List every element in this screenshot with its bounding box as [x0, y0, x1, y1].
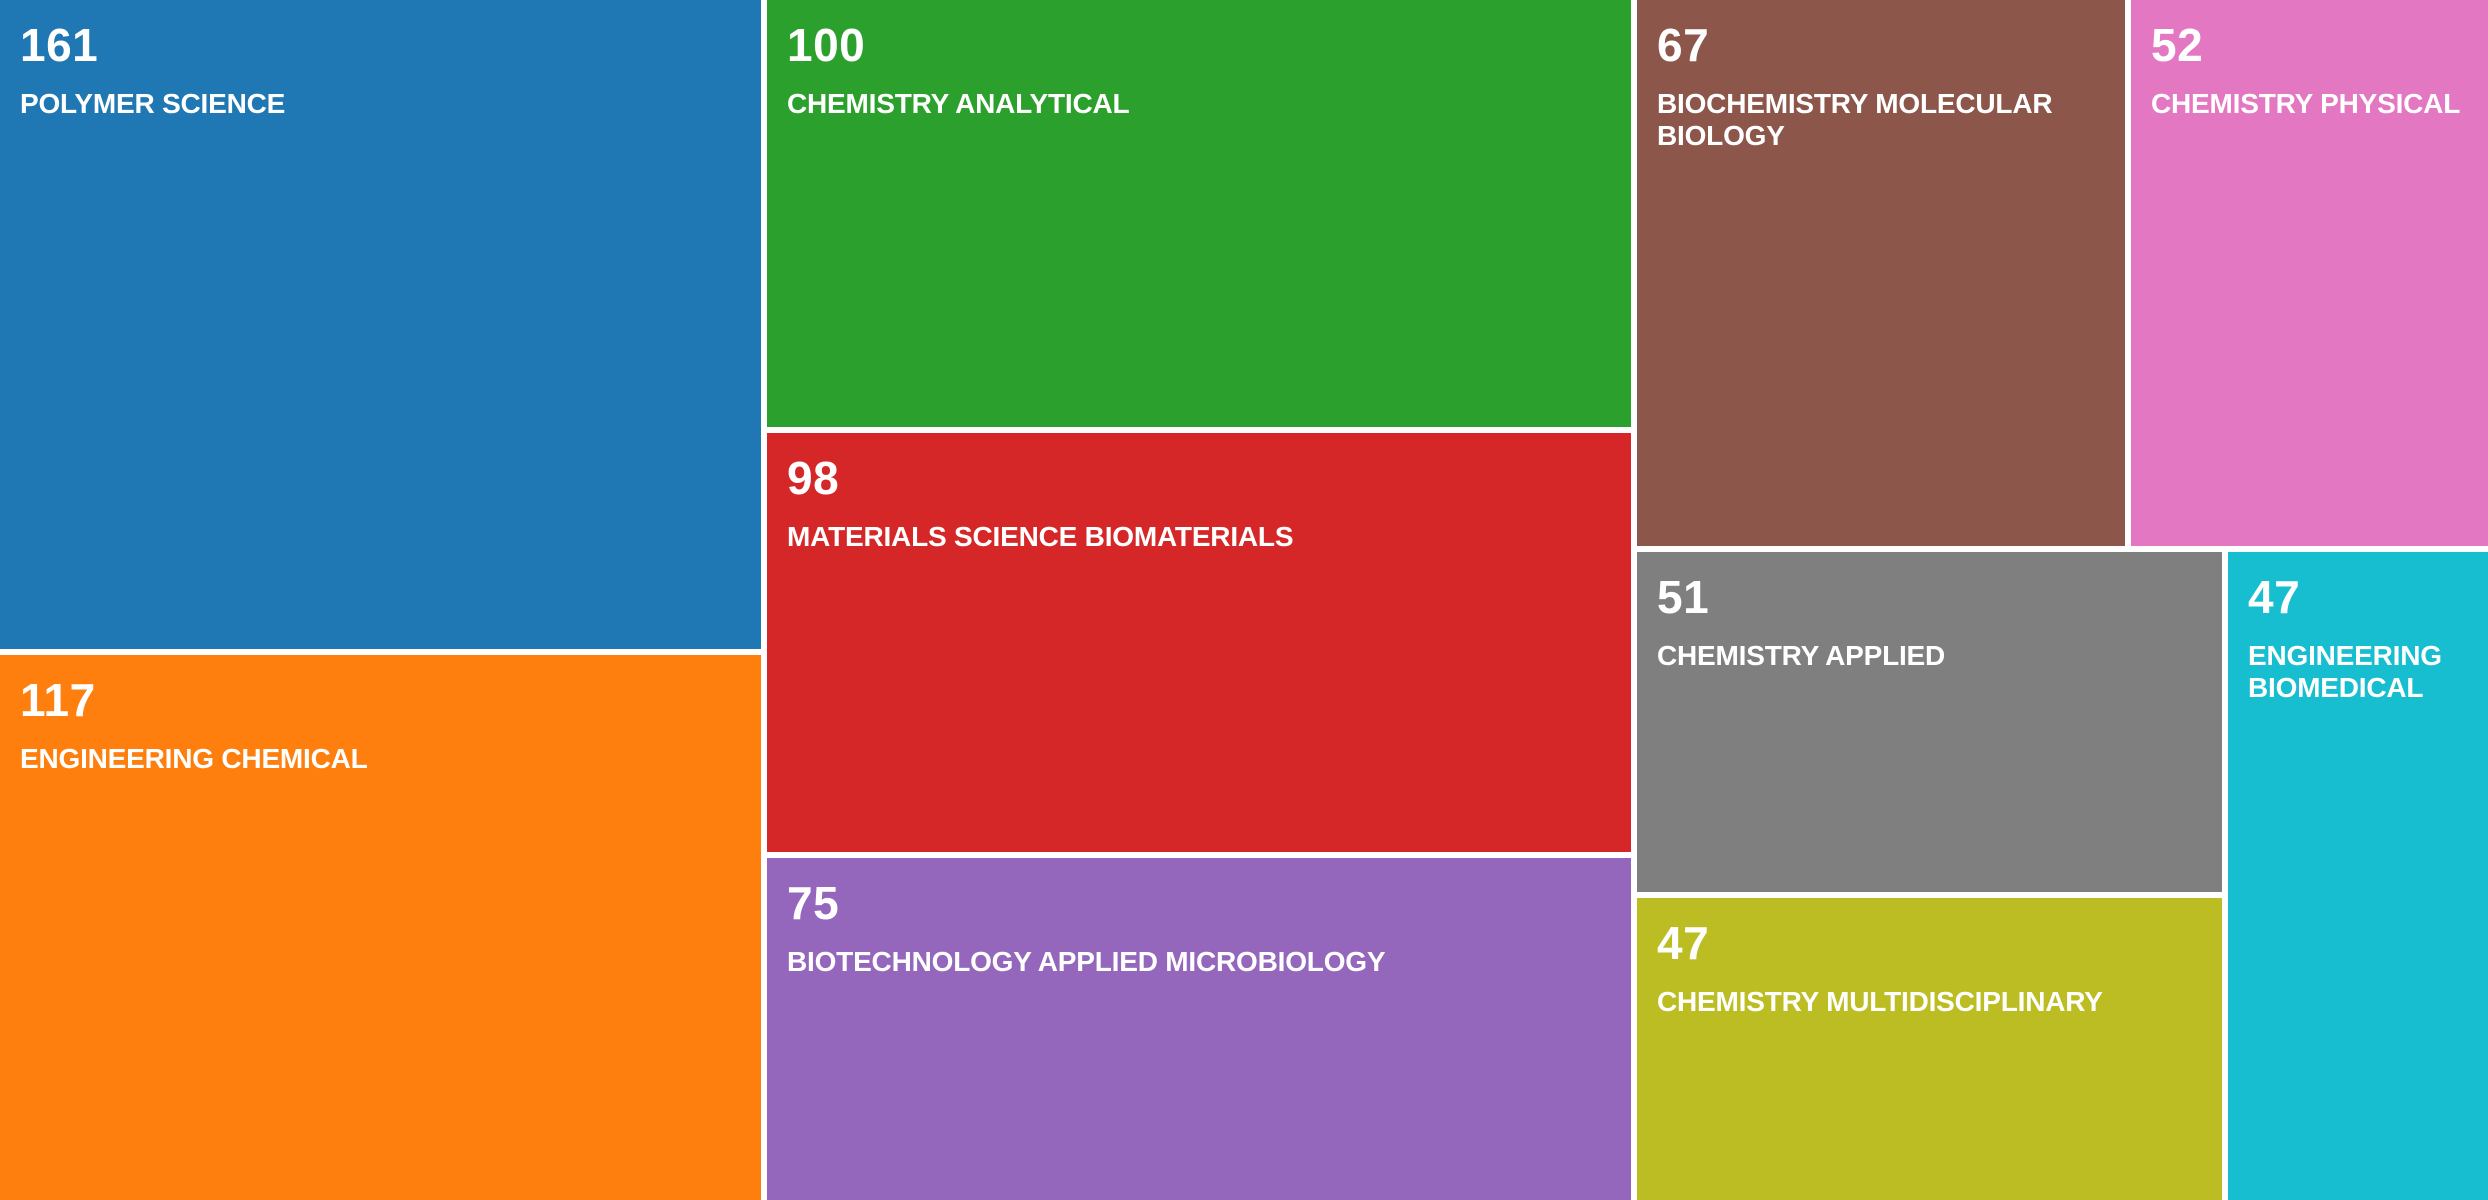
tile-label: ENGINEERING BIOMEDICAL — [2248, 640, 2442, 703]
treemap-tile[interactable]: 51 CHEMISTRY APPLIED — [1637, 552, 2222, 892]
tile-value: 47 — [2248, 571, 2301, 623]
treemap-tile[interactable]: 75 BIOTECHNOLOGY APPLIED MICROBIOLOGY — [767, 858, 1631, 1200]
tile-label: ENGINEERING CHEMICAL — [20, 743, 368, 774]
treemap-tile[interactable]: 47 ENGINEERING BIOMEDICAL — [2228, 552, 2488, 1200]
tile-value: 51 — [1657, 571, 1710, 623]
treemap-tile[interactable]: 98 MATERIALS SCIENCE BIOMATERIALS — [767, 433, 1631, 852]
tile-value: 67 — [1657, 19, 1710, 71]
tile-value: 47 — [1657, 917, 1710, 969]
tile-value: 161 — [20, 19, 99, 71]
tile-label: BIOTECHNOLOGY APPLIED MICROBIOLOGY — [787, 946, 1386, 977]
treemap-tile[interactable]: 52 CHEMISTRY PHYSICAL — [2131, 0, 2488, 546]
treemap-tile[interactable]: 117 ENGINEERING CHEMICAL — [0, 655, 761, 1200]
treemap-tile[interactable]: 161 POLYMER SCIENCE — [0, 0, 761, 649]
tile-value: 75 — [787, 877, 840, 929]
tile-value: 98 — [787, 452, 840, 504]
tile-label: BIOCHEMISTRY MOLECULAR BIOLOGY — [1657, 88, 2053, 151]
tile-value: 52 — [2151, 19, 2204, 71]
tile-label: POLYMER SCIENCE — [20, 88, 286, 119]
tile-label: CHEMISTRY MULTIDISCIPLINARY — [1657, 986, 2103, 1017]
treemap-tile[interactable]: 47 CHEMISTRY MULTIDISCIPLINARY — [1637, 898, 2222, 1200]
treemap-tile[interactable]: 67 BIOCHEMISTRY MOLECULAR BIOLOGY — [1637, 0, 2125, 546]
tile-label: MATERIALS SCIENCE BIOMATERIALS — [787, 521, 1294, 552]
tile-label: CHEMISTRY PHYSICAL — [2151, 88, 2461, 119]
tile-label: CHEMISTRY ANALYTICAL — [787, 88, 1130, 119]
tile-value: 100 — [787, 19, 866, 71]
tile-value: 117 — [20, 674, 96, 726]
tile-label: CHEMISTRY APPLIED — [1657, 640, 1946, 671]
treemap-tile[interactable]: 100 CHEMISTRY ANALYTICAL — [767, 0, 1631, 427]
